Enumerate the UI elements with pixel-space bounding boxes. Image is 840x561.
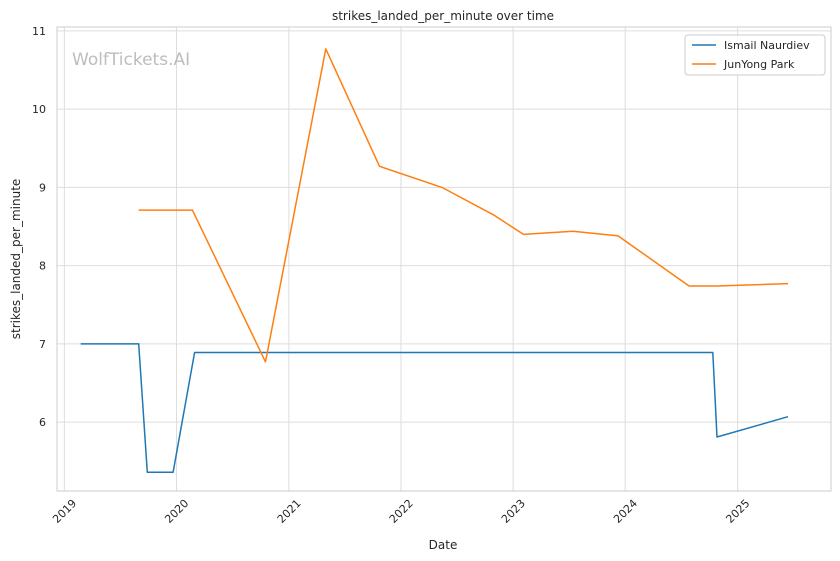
y-axis-label: strikes_landed_per_minute bbox=[9, 179, 23, 340]
legend-box bbox=[684, 34, 826, 76]
y-tick-label: 11 bbox=[32, 25, 46, 38]
series-layer bbox=[80, 48, 789, 473]
legend-label-ismail-naurdiev: Ismail Naurdiev bbox=[724, 39, 810, 52]
y-tick-label: 6 bbox=[39, 416, 46, 429]
series-line-ismail-naurdiev bbox=[80, 343, 789, 473]
series-line-junyong-park bbox=[138, 48, 789, 363]
x-axis-label: Date bbox=[429, 538, 458, 552]
watermark: WolfTickets.AI bbox=[72, 50, 190, 70]
y-tick-label: 7 bbox=[39, 338, 46, 351]
y-axis-ticks: 6 7 8 9 10 11 bbox=[32, 25, 46, 429]
plot-area-frame bbox=[56, 26, 832, 492]
y-tick-label: 10 bbox=[32, 103, 46, 116]
y-tick-label: 9 bbox=[39, 181, 46, 194]
legend-label-junyong-park: JunYong Park bbox=[723, 58, 795, 71]
legend: Ismail Naurdiev JunYong Park bbox=[684, 34, 826, 76]
gridlines bbox=[57, 27, 831, 491]
chart-title: strikes_landed_per_minute over time bbox=[332, 9, 554, 23]
y-tick-label: 8 bbox=[39, 260, 46, 273]
